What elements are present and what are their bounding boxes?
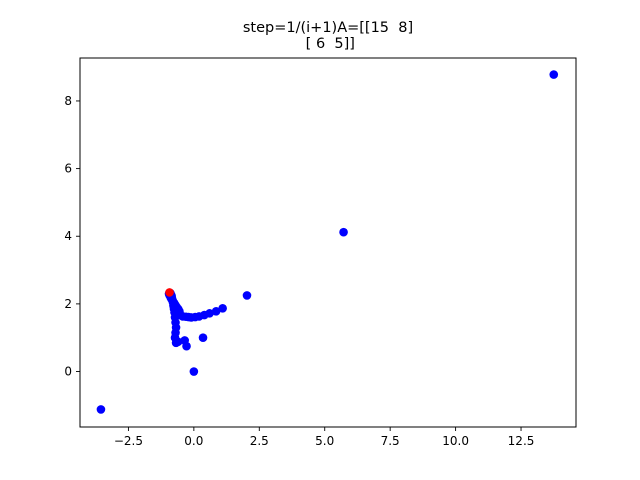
blue-point-6	[211, 307, 221, 316]
data-points	[96, 70, 559, 414]
x-axis-ticks: −2.5 0.0 2.5 5.0 7.5 10.0 12.5	[114, 427, 535, 448]
y-tick-label: 8	[64, 94, 72, 108]
y-tick-label: 6	[64, 162, 72, 176]
blue-point-2	[549, 70, 559, 79]
x-tick-label: 5.0	[315, 434, 334, 448]
plot-area-frame	[79, 57, 577, 428]
x-tick-label: −2.5	[114, 434, 143, 448]
blue-point-5	[218, 303, 227, 313]
chart-title-line-1: step=1/(i+1)A=[[15 8]	[243, 20, 413, 36]
blue-point-0	[189, 367, 199, 376]
blue-point-3	[339, 227, 348, 237]
blue-point-4	[242, 291, 252, 300]
x-tick-label: 0.0	[184, 434, 203, 448]
blue-point-1	[96, 405, 106, 414]
y-tick-label: 4	[64, 229, 72, 243]
y-tick-label: 2	[64, 297, 72, 311]
y-tick-label: 0	[64, 365, 72, 379]
y-axis-ticks: 0 2 4 6 8	[64, 94, 80, 379]
x-tick-label: 12.5	[508, 434, 535, 448]
chart-title-line-2: [ 6 5]]	[301, 36, 355, 52]
x-tick-label: 7.5	[381, 434, 400, 448]
x-tick-label: 2.5	[250, 434, 269, 448]
red-point-0	[165, 288, 174, 297]
blue-point-19	[182, 341, 191, 351]
blue-point-17	[198, 333, 208, 343]
x-tick-label: 10.0	[442, 434, 469, 448]
